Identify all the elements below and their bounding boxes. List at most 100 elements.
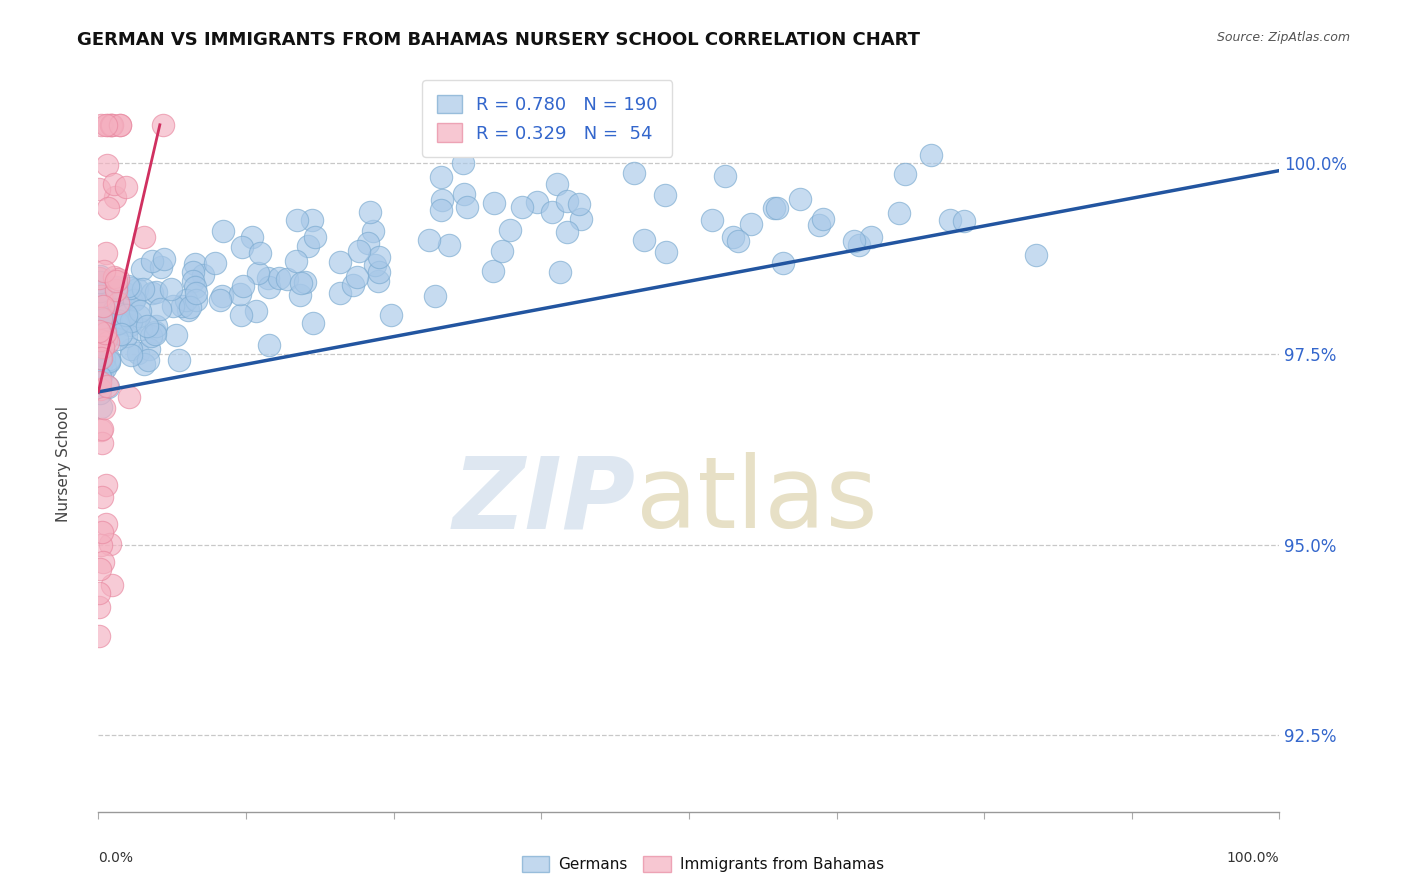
Point	[623, 166, 645, 180]
Point	[122, 293, 145, 307]
Point	[367, 250, 389, 264]
Text: 100.0%: 100.0%	[1227, 851, 1279, 864]
Point	[174, 293, 197, 307]
Point	[91, 367, 114, 381]
Point	[120, 281, 142, 295]
Point	[700, 213, 723, 227]
Point	[842, 234, 865, 248]
Point	[510, 200, 533, 214]
Point	[357, 235, 380, 250]
Point	[212, 224, 235, 238]
Point	[105, 313, 128, 327]
Point	[571, 211, 593, 226]
Point	[285, 253, 308, 268]
Point	[97, 355, 120, 369]
Point	[124, 293, 146, 308]
Point	[89, 297, 111, 311]
Point	[131, 282, 153, 296]
Point	[257, 338, 280, 352]
Point	[114, 286, 136, 301]
Point	[89, 327, 111, 342]
Point	[94, 323, 117, 337]
Text: GERMAN VS IMMIGRANTS FROM BAHAMAS NURSERY SCHOOL CORRELATION CHART: GERMAN VS IMMIGRANTS FROM BAHAMAS NURSER…	[77, 31, 921, 49]
Point	[181, 265, 204, 279]
Point	[108, 314, 131, 328]
Point	[105, 317, 128, 331]
Point	[94, 332, 117, 346]
Text: atlas: atlas	[636, 452, 877, 549]
Point	[89, 360, 111, 375]
Point	[482, 196, 505, 211]
Point	[127, 346, 149, 360]
Point	[103, 178, 125, 192]
Point	[89, 371, 111, 385]
Point	[346, 269, 368, 284]
Point	[129, 322, 152, 336]
Point	[150, 260, 173, 274]
Point	[89, 333, 111, 347]
Point	[740, 217, 762, 231]
Point	[540, 204, 562, 219]
Point	[772, 256, 794, 270]
Point	[152, 118, 174, 132]
Point	[105, 333, 128, 347]
Point	[90, 538, 112, 552]
Point	[153, 252, 176, 267]
Point	[204, 256, 226, 270]
Point	[654, 188, 676, 202]
Point	[98, 354, 121, 368]
Point	[89, 382, 111, 396]
Point	[952, 214, 974, 228]
Point	[120, 313, 142, 327]
Point	[347, 244, 370, 259]
Point	[104, 274, 127, 288]
Point	[97, 118, 120, 132]
Point	[302, 316, 325, 330]
Point	[160, 282, 183, 296]
Point	[89, 268, 111, 283]
Point	[141, 285, 163, 300]
Point	[456, 201, 478, 215]
Point	[591, 136, 613, 151]
Point	[149, 301, 172, 316]
Point	[714, 169, 737, 183]
Point	[789, 192, 811, 206]
Point	[555, 225, 578, 239]
Point	[145, 318, 167, 333]
Point	[257, 280, 280, 294]
Text: 0.0%: 0.0%	[98, 851, 134, 864]
Point	[893, 167, 915, 181]
Point	[93, 315, 115, 329]
Point	[89, 351, 111, 365]
Point	[98, 352, 121, 367]
Point	[90, 326, 112, 341]
Point	[432, 193, 454, 207]
Point	[364, 259, 387, 273]
Point	[329, 286, 352, 301]
Point	[89, 562, 111, 576]
Point	[110, 327, 132, 342]
Point	[107, 316, 129, 330]
Point	[453, 186, 475, 201]
Point	[90, 293, 112, 307]
Point	[97, 201, 120, 215]
Point	[90, 289, 112, 303]
Point	[766, 202, 789, 216]
Point	[91, 291, 114, 305]
Point	[290, 277, 312, 291]
Point	[90, 351, 112, 365]
Point	[727, 235, 749, 249]
Point	[89, 336, 111, 351]
Point	[111, 315, 134, 329]
Point	[127, 282, 149, 296]
Point	[169, 353, 191, 368]
Point	[98, 314, 121, 328]
Point	[548, 264, 571, 278]
Point	[91, 338, 114, 352]
Legend: R = 0.780   N = 190, R = 0.329   N =  54: R = 0.780 N = 190, R = 0.329 N = 54	[422, 80, 672, 157]
Point	[94, 478, 117, 492]
Point	[93, 311, 115, 326]
Text: Nursery School: Nursery School	[56, 406, 70, 522]
Point	[89, 352, 111, 367]
Point	[138, 342, 160, 356]
